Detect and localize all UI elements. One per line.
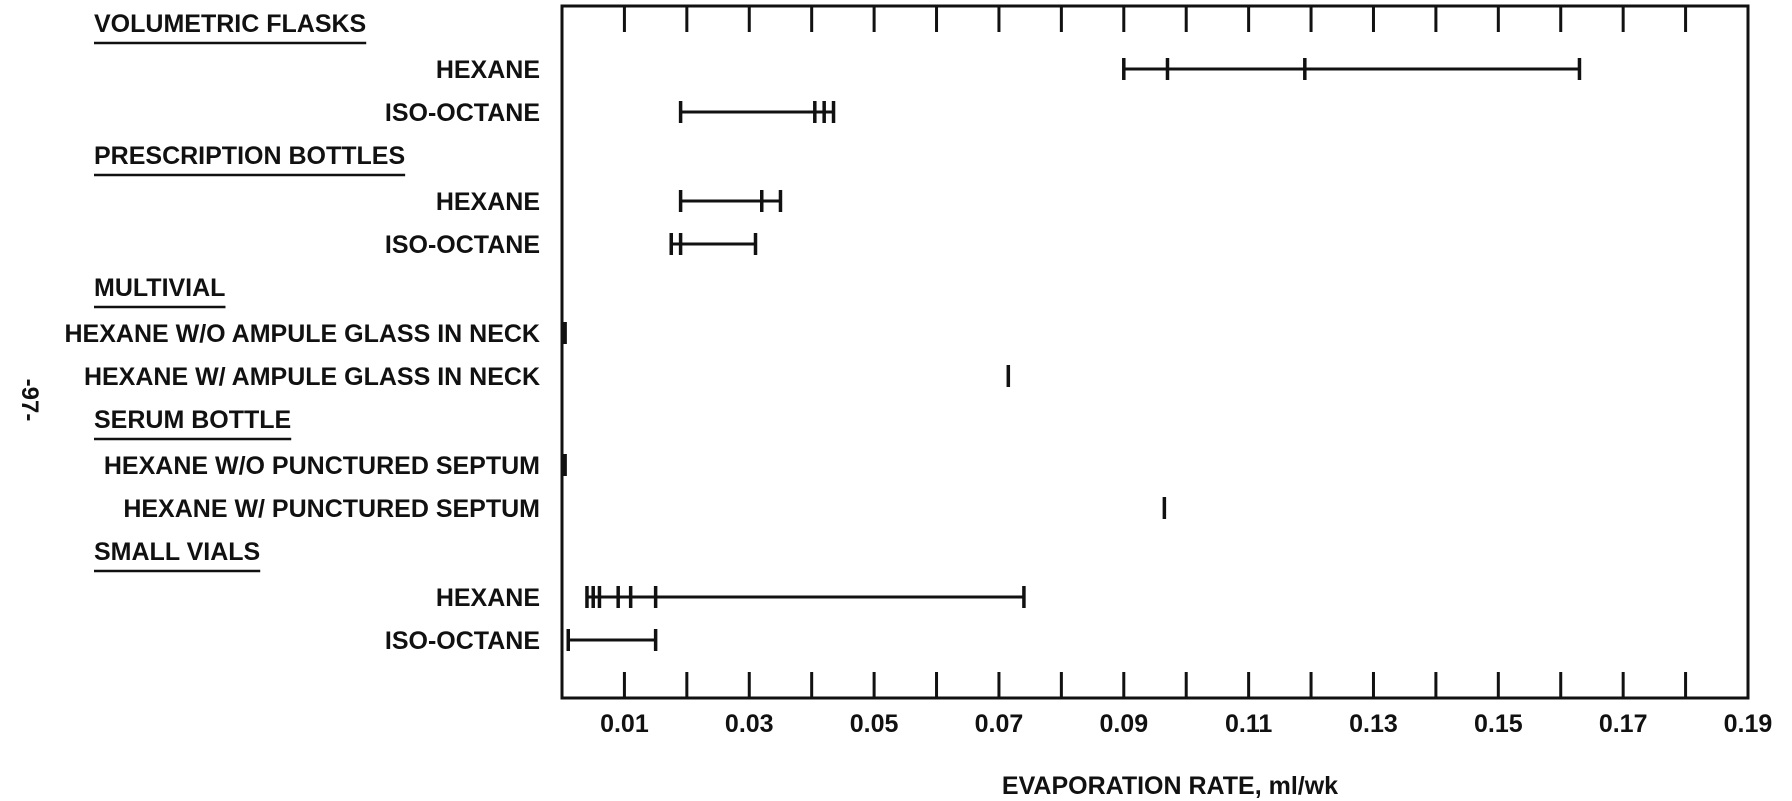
x-ticks xyxy=(622,6,1688,698)
row-label: ISO-OCTANE xyxy=(385,231,540,259)
row-label: HEXANE xyxy=(436,56,540,84)
x-tick-label: 0.07 xyxy=(975,710,1024,738)
row-labels: VOLUMETRIC FLASKS HEXANE ISO-OCTANE PRESCRI… xyxy=(65,10,541,655)
x-tick-label: 0.19 xyxy=(1724,710,1773,738)
x-tick-labels: 0.01 0.03 0.05 0.07 0.09 0.11 0.13 0.15 0.17 0.19 xyxy=(600,710,1772,738)
x-tick-label: 0.11 xyxy=(1225,710,1272,738)
row-label: HEXANE xyxy=(436,188,540,216)
group-label: SMALL VIALS xyxy=(94,538,260,566)
plot-frame xyxy=(560,4,1750,700)
page-number: -97- xyxy=(16,379,43,422)
x-axis-title: EVAPORATION RATE, ml/wk xyxy=(1002,772,1338,800)
x-tick-label: 0.09 xyxy=(1099,710,1148,738)
x-tick-label: 0.17 xyxy=(1599,710,1648,738)
x-tick-label: 0.03 xyxy=(725,710,774,738)
x-tick-label: 0.01 xyxy=(600,710,649,738)
group-label: MULTIVIAL xyxy=(94,274,225,302)
row-label: HEXANE xyxy=(436,584,540,612)
x-tick-label: 0.15 xyxy=(1474,710,1523,738)
group-label: SERUM BOTTLE xyxy=(94,406,291,434)
group-label: VOLUMETRIC FLASKS xyxy=(94,10,366,38)
data-rows xyxy=(563,58,1582,651)
row-label: HEXANE W/ PUNCTURED SEPTUM xyxy=(123,495,540,523)
row-label: ISO-OCTANE xyxy=(385,627,540,655)
row-label: HEXANE W/O PUNCTURED SEPTUM xyxy=(104,452,540,480)
row-label: HEXANE W/ AMPULE GLASS IN NECK xyxy=(84,363,540,391)
x-tick-label: 0.05 xyxy=(850,710,899,738)
row-label: ISO-OCTANE xyxy=(385,99,540,127)
group-label: PRESCRIPTION BOTTLES xyxy=(94,142,405,170)
x-tick-label: 0.13 xyxy=(1349,710,1398,738)
row-label: HEXANE W/O AMPULE GLASS IN NECK xyxy=(65,320,541,348)
